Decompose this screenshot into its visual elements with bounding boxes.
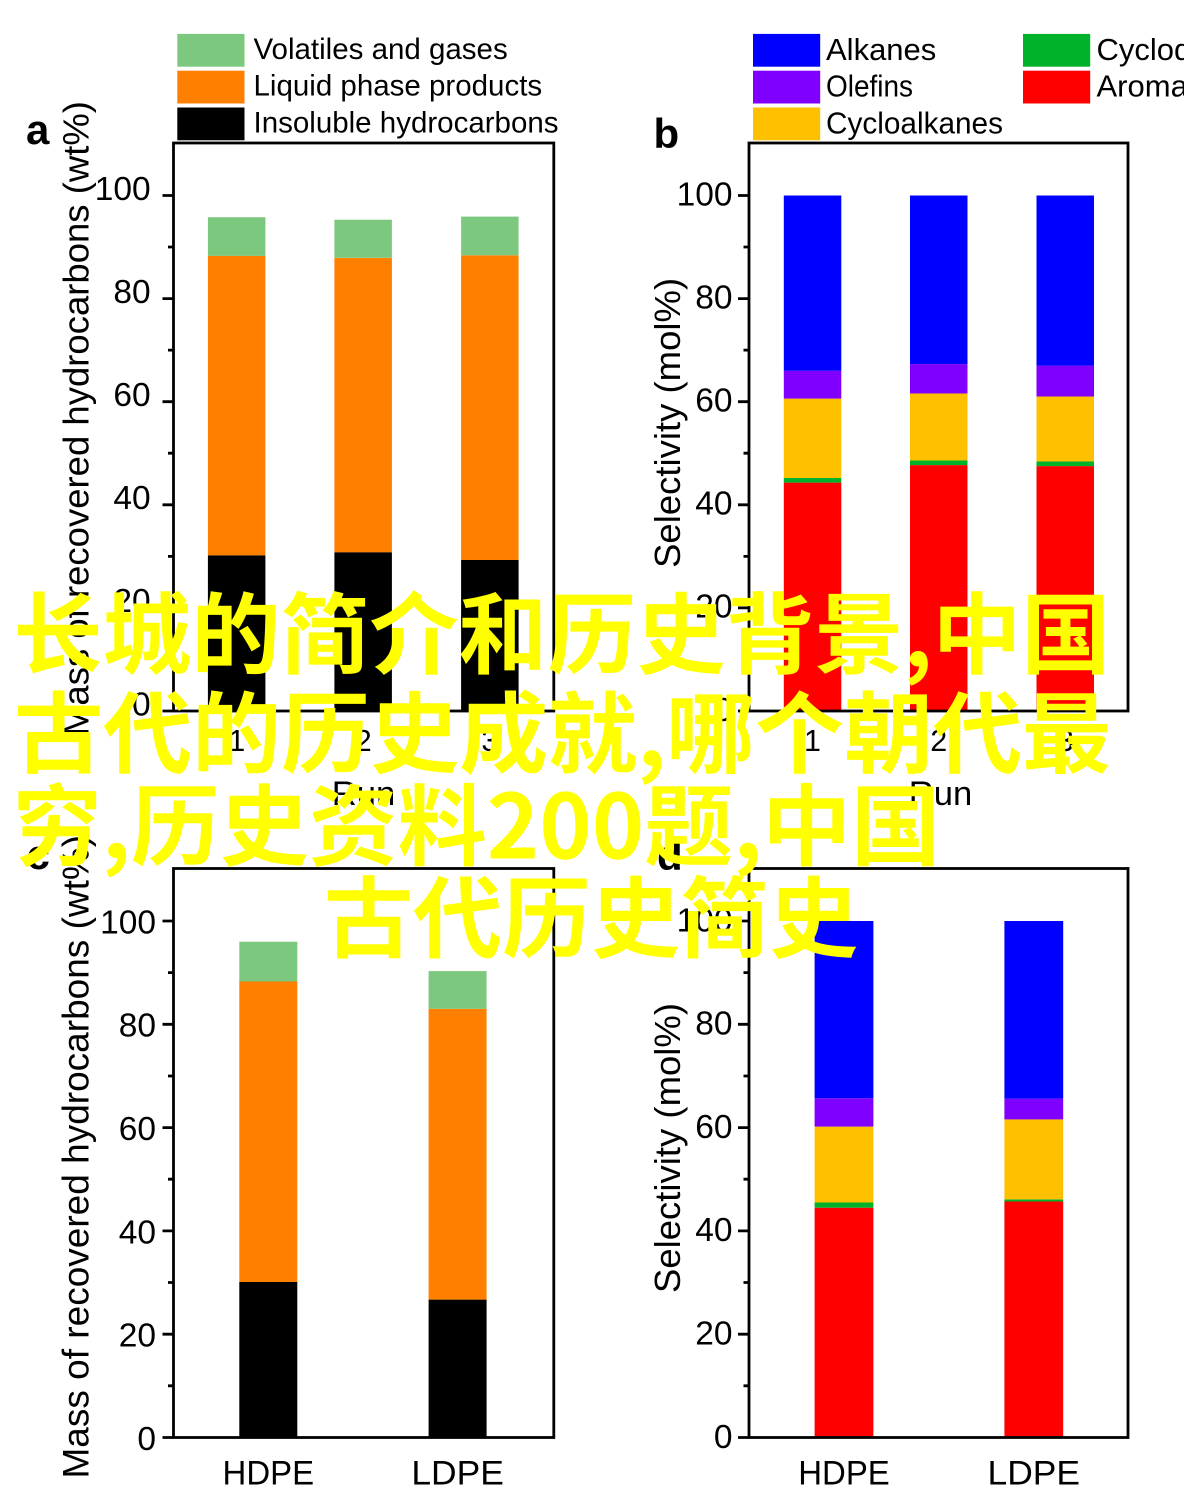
svg-text:20: 20 — [119, 1318, 156, 1355]
svg-text:40: 40 — [695, 1212, 732, 1249]
svg-text:60: 60 — [119, 1111, 156, 1148]
svg-text:HDPE: HDPE — [798, 1455, 890, 1493]
svg-text:Selectivity (mol%): Selectivity (mol%) — [647, 1003, 688, 1293]
svg-text:Liquid phase products: Liquid phase products — [254, 70, 543, 103]
svg-text:40: 40 — [695, 486, 732, 523]
svg-text:80: 80 — [695, 279, 732, 316]
svg-text:a: a — [26, 106, 50, 153]
svg-text:LDPE: LDPE — [411, 1455, 504, 1493]
svg-text:100: 100 — [95, 171, 151, 208]
svg-text:60: 60 — [695, 383, 732, 420]
svg-text:b: b — [654, 110, 680, 157]
svg-text:Aromatics: Aromatics — [1097, 69, 1184, 104]
svg-text:100: 100 — [677, 176, 733, 213]
svg-text:Olefins: Olefins — [826, 69, 913, 104]
svg-text:0: 0 — [714, 1419, 733, 1456]
svg-text:80: 80 — [113, 274, 150, 311]
svg-text:60: 60 — [695, 1109, 732, 1146]
svg-text:40: 40 — [119, 1214, 156, 1251]
svg-text:1: 1 — [804, 724, 821, 758]
svg-text:Insoluble hydrocarbons: Insoluble hydrocarbons — [254, 106, 559, 139]
svg-text:Cycloalkanes: Cycloalkanes — [826, 106, 1003, 141]
svg-text:80: 80 — [695, 1006, 732, 1043]
svg-text:HDPE: HDPE — [223, 1455, 315, 1493]
svg-text:1: 1 — [228, 724, 245, 758]
svg-text:Selectivity (mol%): Selectivity (mol%) — [647, 278, 688, 568]
svg-text:100: 100 — [100, 904, 156, 941]
svg-text:60: 60 — [113, 377, 150, 414]
svg-text:80: 80 — [119, 1008, 156, 1045]
svg-text:20: 20 — [695, 1316, 732, 1353]
svg-text:Alkanes: Alkanes — [826, 32, 936, 67]
svg-text:40: 40 — [113, 480, 150, 517]
svg-text:Volatiles and gases: Volatiles and gases — [254, 33, 508, 66]
svg-text:0: 0 — [137, 1421, 156, 1458]
svg-text:0: 0 — [132, 686, 151, 723]
svg-text:Cyclodienes: Cyclodienes — [1097, 32, 1184, 67]
svg-text:Mass of recovered hydrocarbons: Mass of recovered hydrocarbons (wt%) — [56, 835, 97, 1479]
svg-text:LDPE: LDPE — [988, 1455, 1081, 1493]
